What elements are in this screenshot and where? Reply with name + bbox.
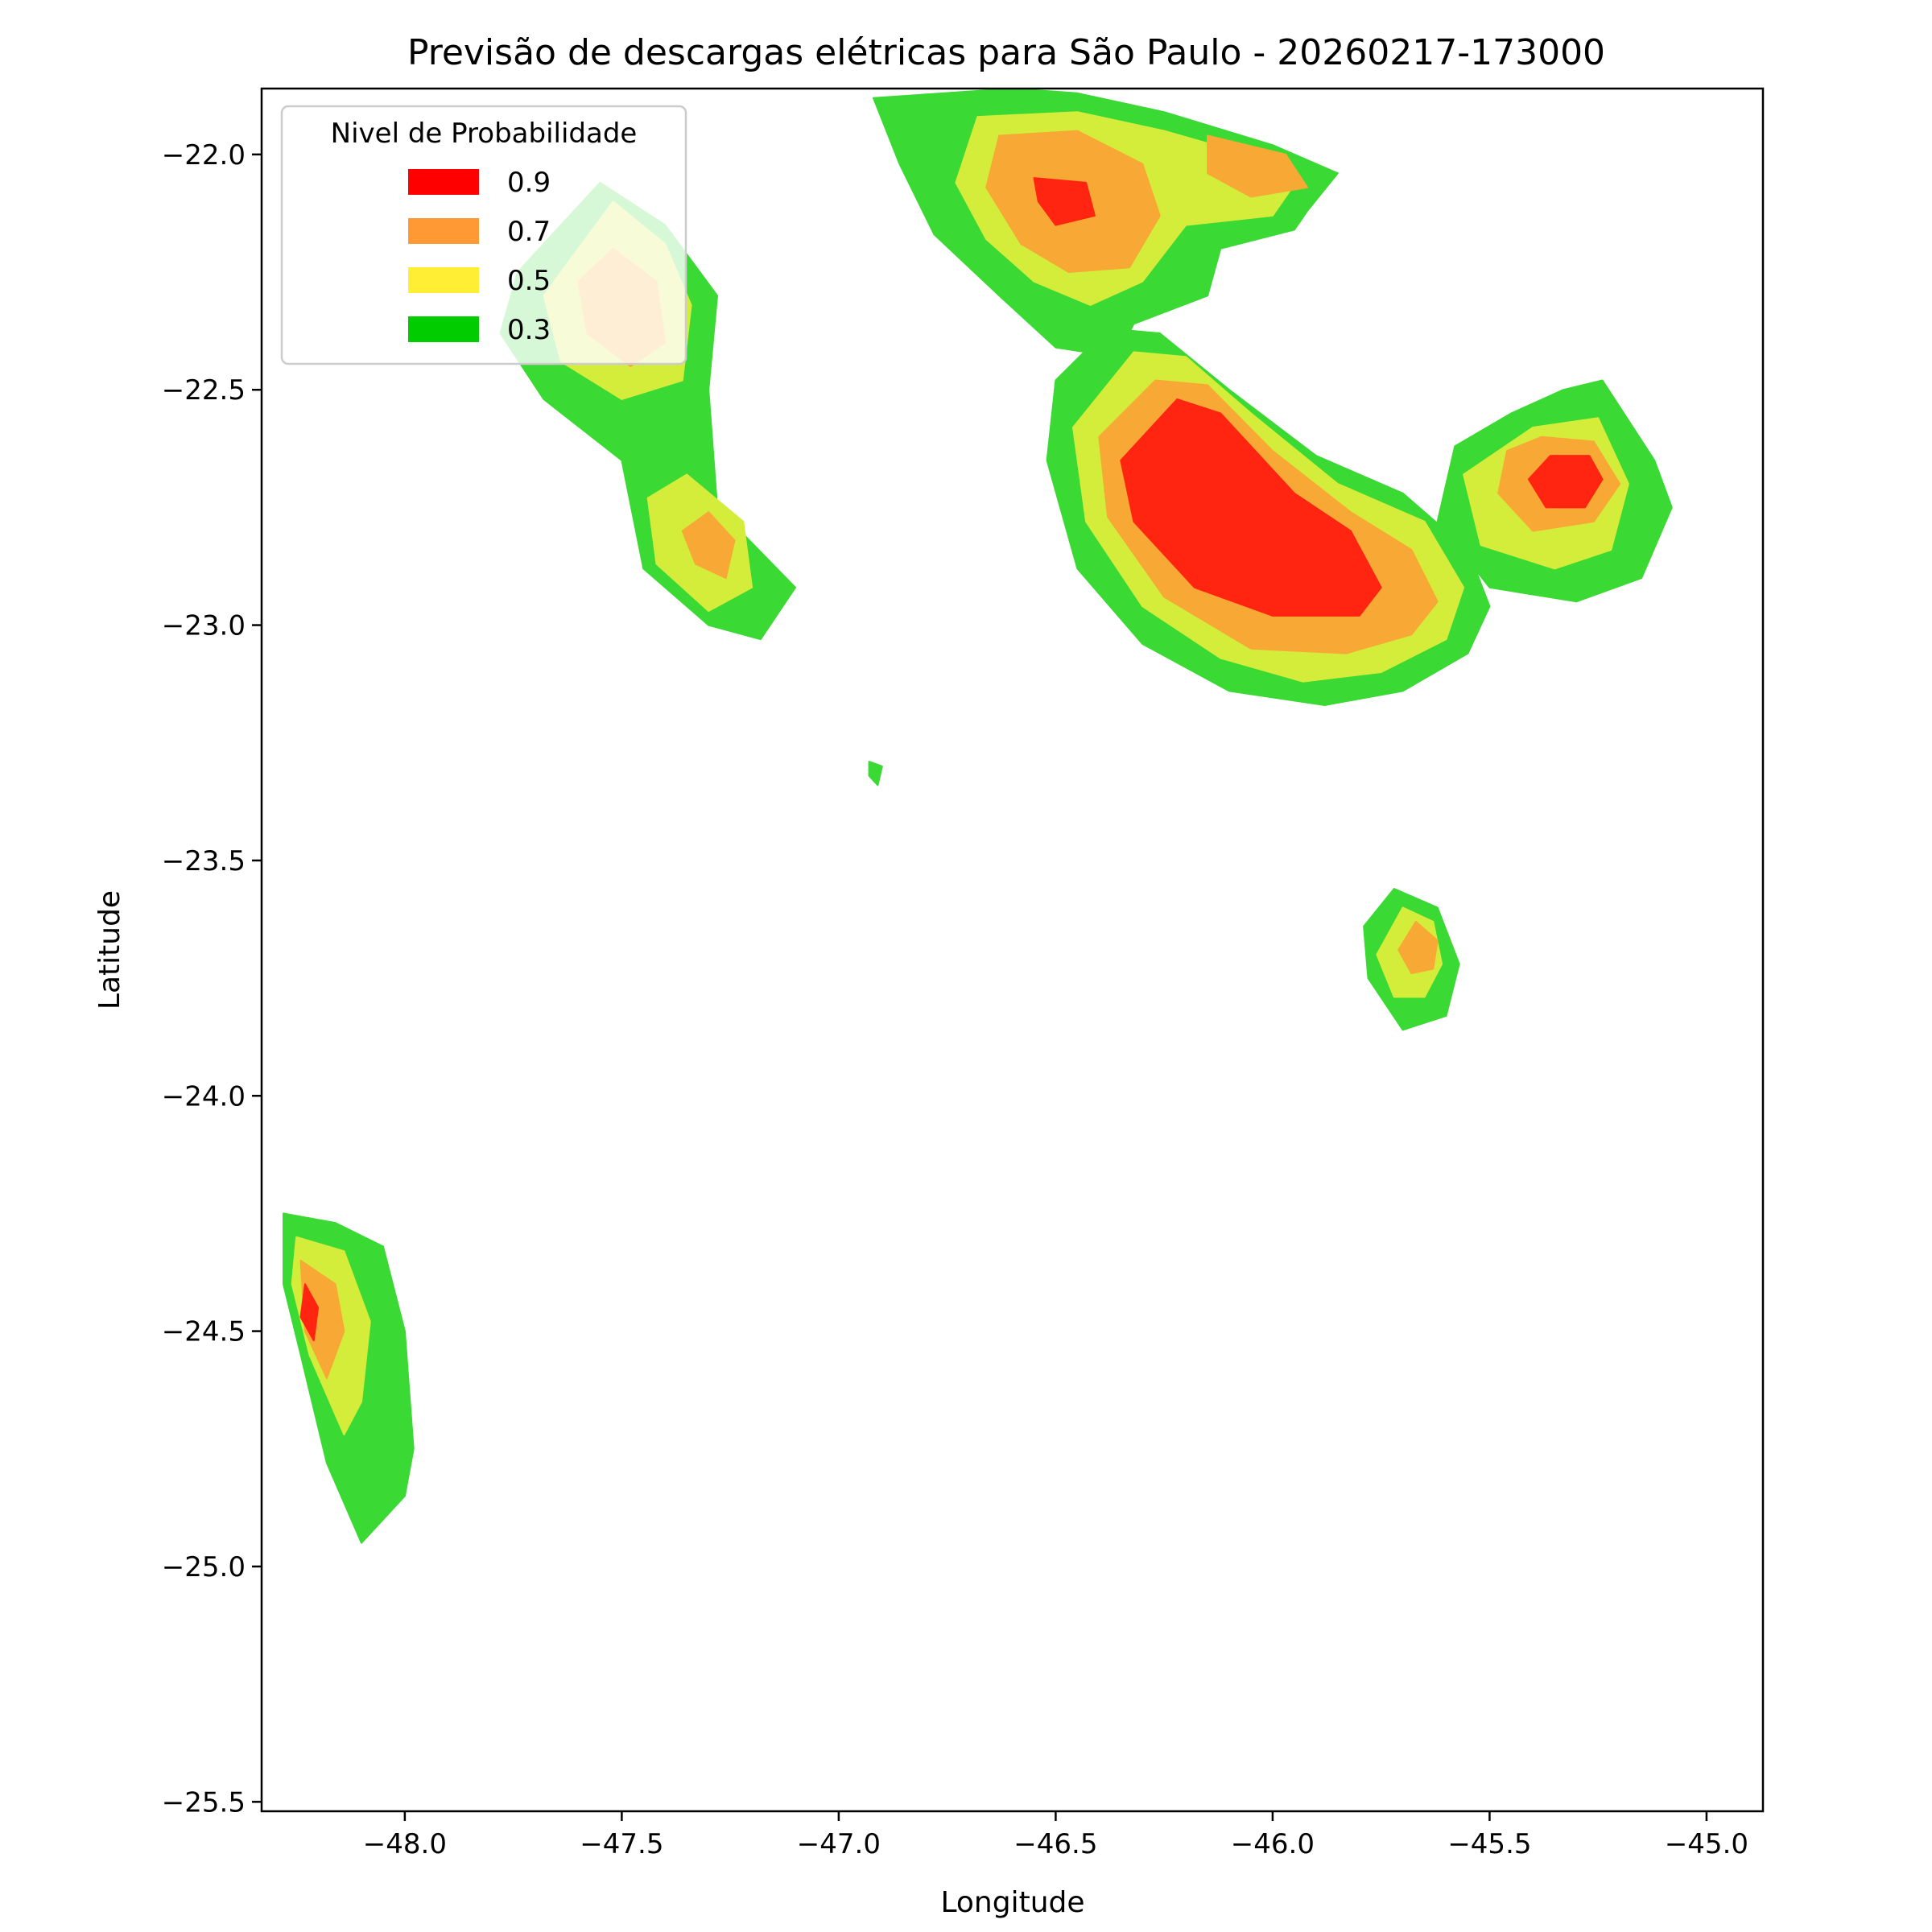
contour-level-0-9 [299,1283,320,1342]
legend-label: 0.7 [507,216,551,248]
x-tick-label: −48.0 [363,1828,447,1860]
legend-swatch [408,316,479,342]
legend-label: 0.5 [507,265,551,297]
x-axis-label: Longitude [940,1886,1084,1919]
x-tick-label: −47.5 [580,1828,663,1860]
legend-label: 0.3 [507,314,551,346]
legend-entries: 0.9 0.7 0.5 0.3 [408,167,551,346]
contour-level-0-9 [1120,398,1382,617]
y-tick-label: −24.5 [162,1316,246,1348]
cell-sao-paulo [1046,328,1491,706]
contour-level-0-7 [1397,920,1439,975]
y-axis: −22.0 −22.5 −23.0 −23.5 −24.0 −24.5 −25.0 −25.5 [162,139,262,1818]
chart-title: Previsão de descargas elétricas para São… [407,32,1605,73]
cell-southwest [283,1212,415,1544]
contour-level-0-9 [1033,177,1096,226]
contour-level-0-9 [1527,455,1604,509]
legend-swatch [408,267,479,293]
contour-level-0-7 [681,511,736,580]
plot-frame [260,87,1765,1813]
y-tick-label: −23.0 [162,610,246,642]
cell-campinas-northeast [1207,134,1308,198]
legend-swatch [408,218,479,244]
y-tick-label: −22.5 [162,374,246,407]
cell-tiny-center [868,761,883,786]
cell-sao-jose [1436,379,1673,603]
x-tick-label: −46.0 [1231,1828,1315,1860]
y-tick-label: −25.5 [162,1786,246,1818]
legend-swatch [408,169,479,195]
y-tick-label: −25.0 [162,1551,246,1583]
legend: Nivel de Probabilidade 0.9 0.7 0.5 0.3 [280,105,687,365]
x-tick-label: −46.5 [1013,1828,1097,1860]
y-tick-label: −23.5 [162,845,246,877]
x-tick-label: −45.0 [1665,1828,1748,1860]
legend-box [280,105,687,365]
legend-title: Nivel de Probabilidade [331,118,638,150]
x-tick-label: −47.0 [797,1828,881,1860]
contour-level-0-7 [1207,134,1308,198]
y-tick-label: −24.0 [162,1080,246,1113]
x-tick-label: −45.5 [1447,1828,1531,1860]
legend-label: 0.9 [507,167,551,199]
contour-level-0-3 [868,761,883,786]
y-axis-label: Latitude [93,890,126,1009]
y-tick-label: −22.0 [162,139,246,171]
x-axis: −48.0 −47.5 −47.0 −46.5 −46.0 −45.5 −45.0 [363,1811,1748,1860]
cell-southeast [1363,888,1460,1031]
